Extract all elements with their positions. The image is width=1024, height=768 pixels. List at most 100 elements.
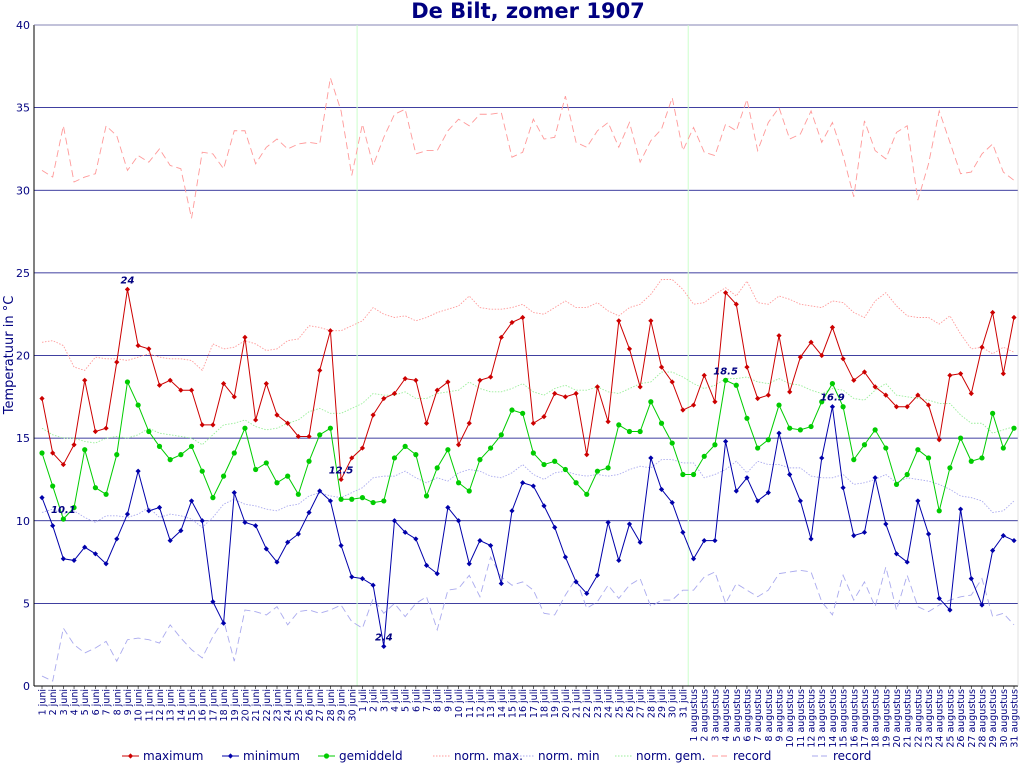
x-tick-label: 7 juni (102, 689, 113, 715)
data-point (466, 561, 472, 567)
data-point (808, 339, 814, 345)
data-point (156, 382, 163, 388)
data-point (1000, 445, 1006, 451)
x-tick-label: 18 juni (219, 689, 230, 721)
x-tick-label: 22 juni (262, 689, 273, 721)
data-point (584, 491, 590, 497)
data-point (359, 575, 366, 582)
data-point (883, 445, 889, 451)
data-point (306, 458, 312, 464)
data-point (594, 468, 601, 474)
x-tick-label: 20 juni (240, 689, 251, 721)
data-point (637, 539, 643, 545)
data-point (712, 399, 718, 405)
data-point (178, 452, 184, 458)
legend-label: maximum (143, 749, 203, 763)
data-point (723, 438, 729, 445)
data-point (220, 380, 227, 387)
data-point (317, 432, 323, 438)
x-tick-label: 13 juni (166, 689, 177, 721)
x-tick-label: 9 juli (443, 689, 454, 712)
data-point (915, 392, 921, 398)
data-point (60, 516, 66, 522)
data-point (103, 425, 109, 431)
y-tick-label: 30 (16, 184, 30, 197)
data-point (381, 395, 387, 402)
series-line (41, 371, 1015, 446)
data-point (701, 453, 707, 459)
chart-title: De Bilt, zomer 1907 (411, 0, 645, 23)
legend-item: record (712, 749, 771, 763)
data-point (851, 377, 857, 383)
x-tick-label: 12 juni (155, 689, 166, 721)
x-tick-label: 14 juli (497, 689, 508, 718)
data-point (680, 529, 686, 535)
data-point (990, 410, 996, 416)
data-point (690, 556, 697, 562)
y-axis-label: Temperatuur in °C (2, 296, 17, 416)
x-tick-label: 16 augustus (849, 689, 860, 748)
x-tick-label: 2 juni (48, 689, 59, 715)
data-point (797, 427, 803, 433)
data-point (466, 420, 472, 426)
data-point (199, 518, 205, 524)
x-tick-label: 9 juni (123, 689, 134, 715)
legend-item: norm. gem. (615, 749, 706, 763)
x-tick-label: 2 juli (369, 689, 380, 712)
data-point (562, 466, 568, 473)
data-point (114, 536, 120, 542)
x-tick-label: 25 juni (294, 689, 305, 721)
data-point (39, 495, 45, 501)
data-point (60, 556, 66, 562)
data-point (701, 372, 707, 378)
data-point (391, 518, 398, 524)
data-point (690, 471, 697, 478)
x-tick-label: 30 augustus (999, 689, 1010, 748)
data-point (530, 483, 536, 489)
data-point (124, 511, 131, 517)
legend-marker (227, 753, 234, 759)
data-point (156, 443, 163, 449)
data-point (990, 547, 996, 554)
series-line (41, 77, 1015, 219)
x-tick-label: 11 juni (144, 689, 155, 721)
data-point (188, 387, 195, 393)
data-point (188, 443, 195, 449)
data-point (71, 442, 77, 448)
data-point (584, 452, 590, 458)
data-point (840, 485, 846, 491)
data-point (199, 422, 205, 428)
data-point (210, 599, 216, 605)
data-point (274, 559, 280, 565)
data-point (1011, 537, 1017, 544)
series-norm-min (41, 459, 1015, 528)
legend-label: norm. gem. (636, 749, 706, 763)
x-tick-label: 15 augustus (839, 689, 850, 748)
data-point (381, 498, 387, 504)
data-point (178, 387, 184, 393)
data-point (530, 420, 536, 426)
series-record (41, 77, 1015, 219)
x-tick-label: 8 juni (112, 689, 123, 715)
data-point (317, 367, 323, 373)
x-tick-label: 18 augustus (871, 689, 882, 748)
data-point (146, 508, 152, 514)
data-point (146, 428, 152, 435)
series-line (41, 555, 1015, 682)
data-point (92, 428, 99, 435)
data-point (92, 485, 99, 491)
x-tick-label: 14 augustus (828, 689, 839, 748)
x-tick-label: 3 juli (379, 689, 390, 712)
grid-layer: 0 5 10 15 20 25 30 35 40 (16, 19, 1018, 693)
data-point (488, 374, 494, 380)
data-point (915, 498, 921, 504)
data-point (295, 531, 301, 537)
data-point (947, 465, 953, 471)
data-point (135, 402, 141, 408)
data-point (744, 475, 750, 481)
data-point (872, 384, 878, 390)
data-point (231, 490, 237, 496)
data-point (808, 536, 814, 542)
data-point (541, 503, 547, 509)
x-tick-label: 5 juni (80, 689, 91, 715)
